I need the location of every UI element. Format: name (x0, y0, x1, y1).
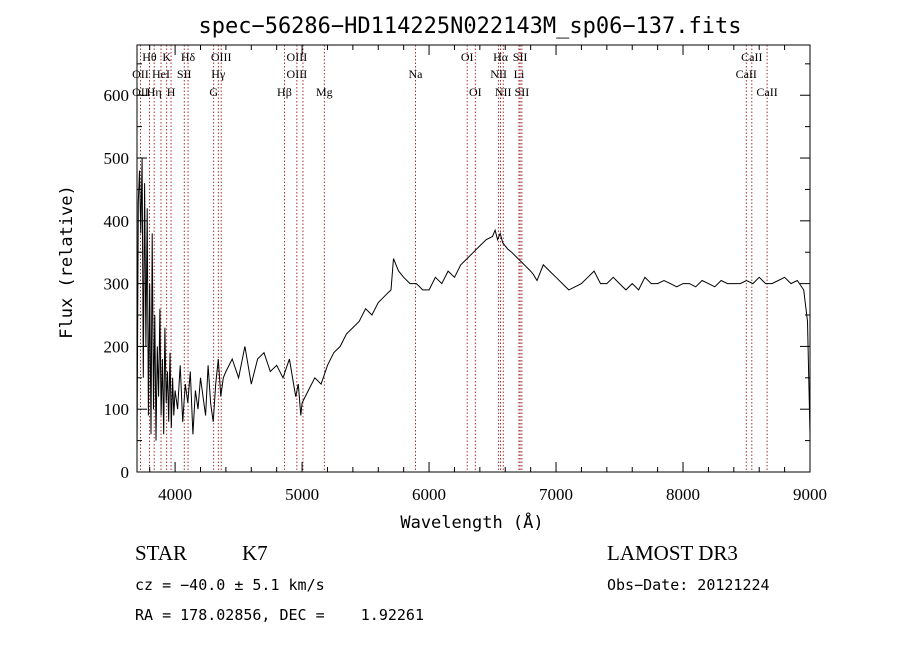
line-label: CaII (756, 85, 777, 99)
ra-dec: RA = 178.02856, DEC = 1.92261 (135, 606, 424, 624)
spectrum-series (136, 157, 811, 454)
line-label: NII (490, 67, 507, 81)
line-label: OII (132, 67, 149, 81)
y-tick-label: 300 (104, 275, 130, 294)
line-label: NII (495, 85, 512, 99)
x-tick-label: 8000 (666, 485, 700, 504)
y-tick-label: 200 (104, 337, 130, 356)
line-label: Hβ (277, 85, 292, 99)
x-tick-label: 7000 (539, 485, 573, 504)
x-tick-label: 9000 (793, 485, 827, 504)
line-label: OI (469, 85, 482, 99)
line-label: Li (514, 67, 525, 81)
line-label: Hδ (181, 50, 196, 64)
y-axis-ticks: 0 100 200 300 400 500 600 (104, 63, 810, 482)
emission-line-labels: Hθ K Hδ OIII OIII OI Hα SII CaII OII HeI SII Hγ OIII N… (132, 50, 778, 99)
survey-name: LAMOST DR3 (607, 541, 738, 565)
line-label: Hη (147, 85, 162, 99)
line-label: SII (177, 67, 192, 81)
x-axis-label: Wavelength (Å) (400, 511, 543, 533)
y-tick-label: 0 (121, 463, 130, 482)
line-label: SII (513, 50, 528, 64)
plot-frame (136, 44, 811, 473)
y-tick-label: 600 (104, 86, 130, 105)
y-tick-label: 500 (104, 149, 130, 168)
line-label: Hγ (211, 67, 226, 81)
y-tick-label: 400 (104, 212, 130, 231)
y-tick-label: 100 (104, 400, 130, 419)
observation-date: Obs−Date: 20121224 (607, 576, 770, 594)
line-label: H (167, 85, 176, 99)
x-axis-ticks: 4000 5000 6000 7000 8000 9000 (149, 45, 827, 504)
line-label: G (209, 85, 218, 99)
x-tick-label: 4000 (158, 485, 192, 504)
emission-line-markers (140, 45, 768, 472)
line-label: HeI (152, 67, 170, 81)
line-label: OIII (287, 67, 308, 81)
x-tick-label: 6000 (412, 485, 446, 504)
line-label: OI (461, 50, 474, 64)
line-label: SII (515, 85, 530, 99)
line-label: Na (408, 67, 423, 81)
y-axis-label: Flux (relative) (57, 185, 77, 339)
line-label: OIII (211, 50, 232, 64)
x-tick-label: 5000 (285, 485, 319, 504)
object-class: STAR (135, 541, 187, 565)
line-label: Hθ (142, 50, 157, 64)
chart-title: spec−56286−HD114225N022143M_sp06−137.fit… (198, 14, 741, 39)
line-label: Mg (316, 85, 333, 99)
object-subclass: K7 (242, 541, 268, 565)
line-label: OIII (287, 50, 308, 64)
line-label: K (162, 50, 171, 64)
line-label: Hα (493, 50, 509, 64)
line-label: CaII (741, 50, 762, 64)
line-label: CaII (736, 67, 757, 81)
redshift-cz: cz = −40.0 ± 5.1 km/s (135, 576, 325, 594)
